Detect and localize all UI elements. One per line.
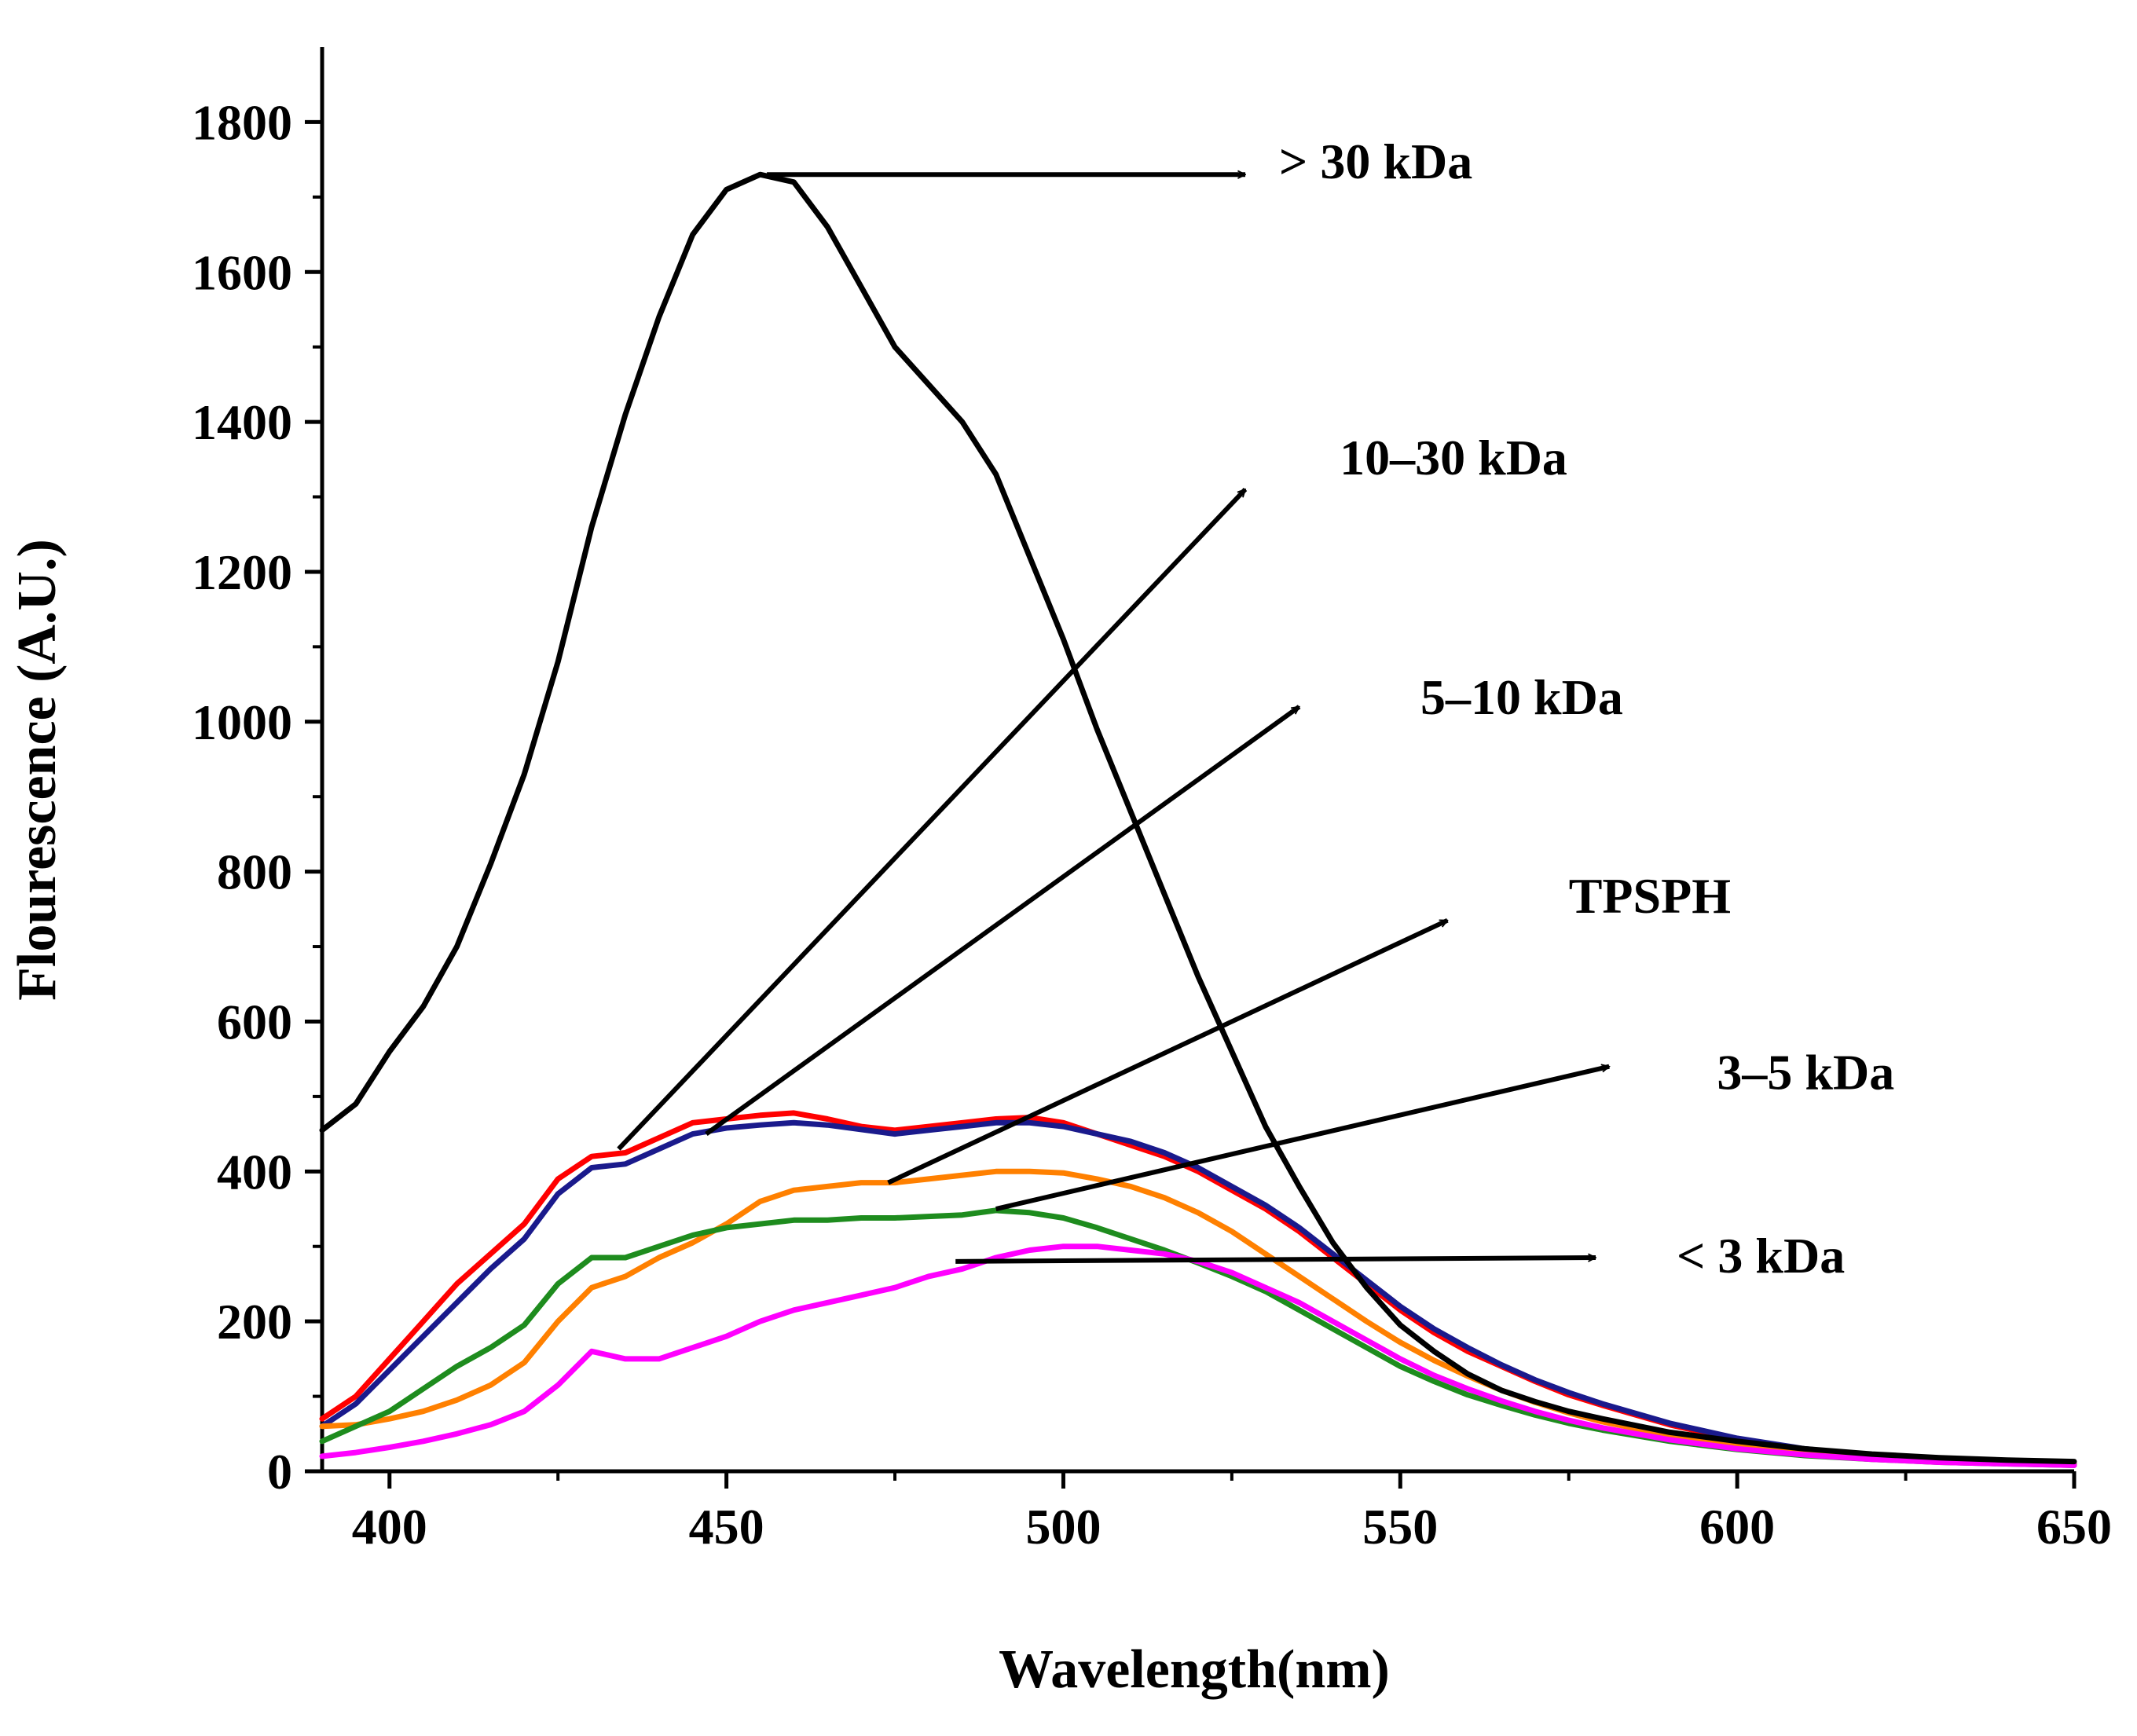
y-tick-label: 400 [217,1144,292,1199]
x-tick-label: 600 [1699,1499,1775,1555]
y-tick-label: 1200 [192,544,292,600]
annotation-arrow [887,917,1447,1185]
y-axis-title: Flourescence (A.U.) [7,539,68,1001]
y-tick-label: 1400 [192,394,292,450]
y-tick-label: 600 [217,994,292,1049]
x-tick-label: 500 [1025,1499,1101,1555]
annotation-arrow [955,1258,1596,1264]
series-group [319,171,2077,1468]
y-tick-label: 800 [217,844,292,900]
annotation-label: TPSPH [1569,868,1731,924]
x-tick-label: 450 [689,1499,764,1555]
annotation-label: 3–5 kDa [1717,1044,1894,1100]
annotation-arrow [995,1067,1610,1211]
series-line-5-10-kda [319,1119,2077,1467]
x-tick-label: 550 [1362,1499,1438,1555]
y-tick-label: 200 [217,1294,292,1350]
y-tick-label: 1800 [192,94,292,150]
x-tick-label: 650 [2036,1499,2112,1555]
y-tick-label: 1600 [192,244,292,300]
annotations-group: > 30 kDa 10–30 kDa 5–10 kDa TPSPH 3–5 kDa < 3… [617,134,1894,1284]
annotation-label: 10–30 kDa [1340,430,1567,485]
annotation-label: 5–10 kDa [1420,669,1623,725]
x-axis-title: Wavelength(nm) [999,1639,1390,1700]
series-line-tpsph [319,1168,2077,1467]
annotation-label: > 30 kDa [1279,134,1472,189]
x-tick-label: 400 [352,1499,427,1555]
axes: 0 200 400 600 800 1000 1200 1400 1600 1800 400 450 5… [192,47,2112,1555]
series-line-30-kda [319,171,2077,1465]
annotation-label: < 3 kDa [1677,1228,1845,1284]
annotation-arrow [705,705,1301,1137]
annotation-arrow [617,487,1248,1151]
y-tick-label: 0 [267,1444,292,1500]
y-tick-label: 1000 [192,694,292,750]
series-line-3-kda [319,1243,2077,1468]
